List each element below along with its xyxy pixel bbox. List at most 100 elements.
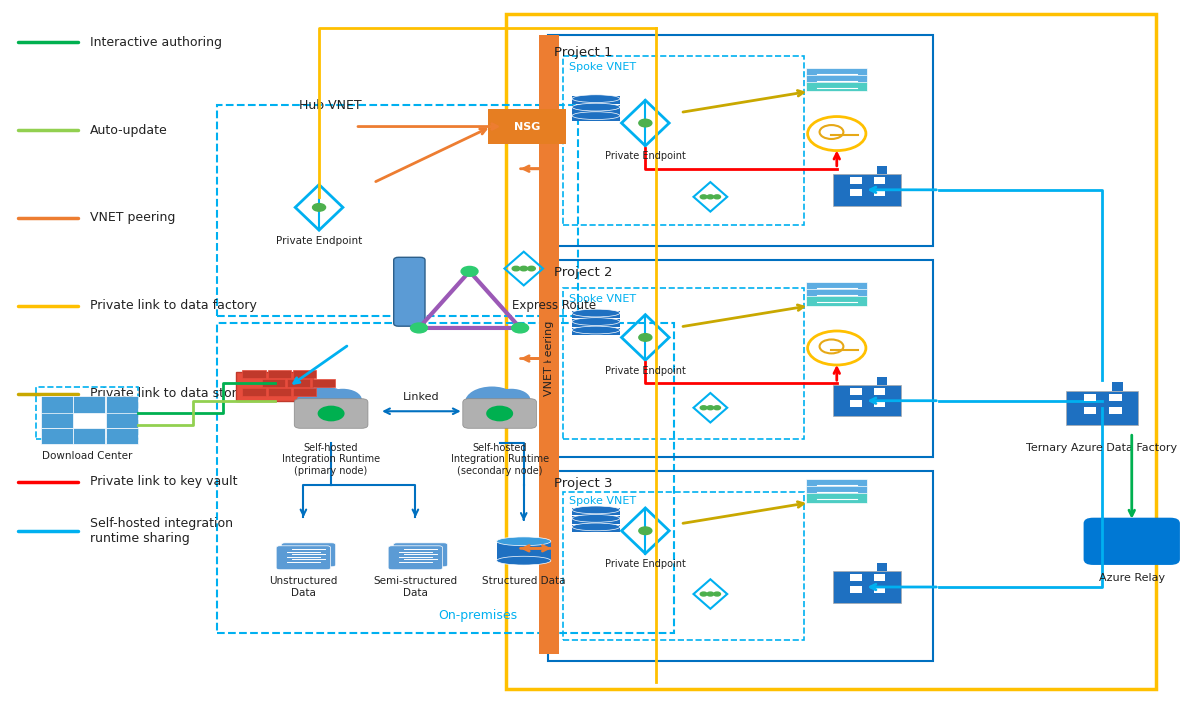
Text: Self-hosted
Integration Runtime
(primary node): Self-hosted Integration Runtime (primary…	[282, 443, 380, 476]
FancyBboxPatch shape	[833, 385, 901, 416]
FancyBboxPatch shape	[242, 388, 266, 396]
FancyBboxPatch shape	[877, 377, 887, 385]
Text: Project 2: Project 2	[554, 266, 613, 278]
Circle shape	[296, 387, 350, 418]
Circle shape	[639, 527, 651, 534]
FancyBboxPatch shape	[236, 372, 313, 401]
FancyBboxPatch shape	[41, 396, 72, 413]
Ellipse shape	[572, 103, 620, 111]
Circle shape	[707, 195, 714, 199]
Text: Spoke VNET: Spoke VNET	[569, 62, 637, 72]
Circle shape	[714, 195, 720, 199]
Ellipse shape	[572, 506, 620, 514]
FancyBboxPatch shape	[874, 388, 885, 395]
Ellipse shape	[572, 95, 620, 103]
Text: Express Route: Express Route	[512, 299, 596, 312]
Text: Private Endpoint: Private Endpoint	[276, 236, 362, 245]
FancyBboxPatch shape	[261, 379, 285, 387]
Text: Private link to data factory: Private link to data factory	[90, 299, 258, 312]
Circle shape	[492, 389, 531, 411]
Text: Download Center: Download Center	[41, 451, 132, 461]
Text: NSG: NSG	[514, 122, 539, 131]
FancyBboxPatch shape	[807, 479, 867, 489]
Ellipse shape	[496, 556, 550, 565]
FancyBboxPatch shape	[850, 400, 862, 406]
Text: On-premises: On-premises	[438, 610, 518, 622]
Text: Auto-update: Auto-update	[90, 124, 169, 136]
Circle shape	[714, 406, 720, 410]
FancyBboxPatch shape	[488, 109, 566, 144]
Circle shape	[639, 334, 651, 341]
FancyBboxPatch shape	[572, 96, 620, 104]
Text: Private Endpoint: Private Endpoint	[604, 559, 686, 569]
Circle shape	[461, 266, 478, 276]
Text: Spoke VNET: Spoke VNET	[569, 496, 637, 505]
Text: Linked: Linked	[403, 392, 439, 402]
FancyBboxPatch shape	[807, 296, 867, 306]
Text: Semi-structured
Data: Semi-structured Data	[373, 576, 458, 598]
FancyBboxPatch shape	[1084, 406, 1096, 414]
FancyBboxPatch shape	[1109, 406, 1121, 414]
FancyBboxPatch shape	[807, 486, 867, 496]
FancyBboxPatch shape	[572, 508, 620, 515]
Circle shape	[707, 592, 714, 596]
Text: Ternary Azure Data Factory: Ternary Azure Data Factory	[1026, 443, 1178, 453]
FancyBboxPatch shape	[293, 370, 317, 378]
Ellipse shape	[572, 318, 620, 325]
Circle shape	[411, 323, 427, 333]
Text: Self-hosted
Integration Runtime
(secondary node): Self-hosted Integration Runtime (seconda…	[450, 443, 549, 476]
FancyBboxPatch shape	[874, 586, 885, 593]
Text: Azure Relay: Azure Relay	[1099, 573, 1164, 583]
FancyBboxPatch shape	[287, 379, 311, 387]
Ellipse shape	[496, 537, 550, 546]
Circle shape	[701, 592, 707, 596]
Text: VNET peering: VNET peering	[90, 212, 176, 224]
FancyBboxPatch shape	[572, 311, 620, 318]
Ellipse shape	[572, 326, 620, 334]
FancyBboxPatch shape	[73, 427, 105, 444]
FancyBboxPatch shape	[312, 379, 336, 387]
FancyBboxPatch shape	[874, 177, 885, 184]
FancyBboxPatch shape	[572, 516, 620, 524]
FancyBboxPatch shape	[833, 174, 901, 205]
FancyBboxPatch shape	[1066, 391, 1138, 425]
FancyBboxPatch shape	[807, 282, 867, 292]
FancyBboxPatch shape	[388, 546, 443, 569]
FancyBboxPatch shape	[807, 82, 867, 91]
Text: VNET Peering: VNET Peering	[544, 321, 554, 396]
Circle shape	[324, 389, 362, 411]
Circle shape	[701, 195, 707, 199]
Text: Project 1: Project 1	[554, 46, 613, 58]
Text: Private Endpoint: Private Endpoint	[604, 151, 686, 161]
FancyBboxPatch shape	[850, 177, 862, 184]
FancyBboxPatch shape	[41, 427, 72, 444]
Text: Private link to key vault: Private link to key vault	[90, 475, 238, 488]
FancyBboxPatch shape	[807, 67, 867, 77]
FancyBboxPatch shape	[41, 412, 72, 428]
FancyBboxPatch shape	[850, 189, 862, 195]
FancyBboxPatch shape	[242, 370, 266, 378]
Text: Private link to data store: Private link to data store	[90, 387, 244, 400]
FancyBboxPatch shape	[106, 427, 137, 444]
Text: Spoke VNET: Spoke VNET	[569, 294, 637, 304]
FancyBboxPatch shape	[539, 35, 559, 654]
FancyBboxPatch shape	[267, 370, 291, 378]
FancyBboxPatch shape	[572, 524, 620, 532]
FancyBboxPatch shape	[394, 257, 425, 326]
FancyBboxPatch shape	[572, 328, 620, 335]
Circle shape	[527, 266, 536, 271]
Text: Self-hosted integration
runtime sharing: Self-hosted integration runtime sharing	[90, 517, 234, 545]
FancyBboxPatch shape	[1109, 394, 1121, 401]
FancyBboxPatch shape	[267, 388, 291, 396]
Circle shape	[465, 387, 519, 418]
Circle shape	[313, 204, 325, 211]
FancyBboxPatch shape	[833, 572, 901, 602]
Ellipse shape	[572, 523, 620, 531]
FancyBboxPatch shape	[874, 400, 885, 406]
Circle shape	[318, 406, 344, 421]
FancyBboxPatch shape	[282, 543, 336, 567]
Circle shape	[520, 266, 527, 271]
Circle shape	[701, 406, 707, 410]
FancyBboxPatch shape	[276, 546, 331, 569]
Text: Private Endpoint: Private Endpoint	[604, 366, 686, 375]
